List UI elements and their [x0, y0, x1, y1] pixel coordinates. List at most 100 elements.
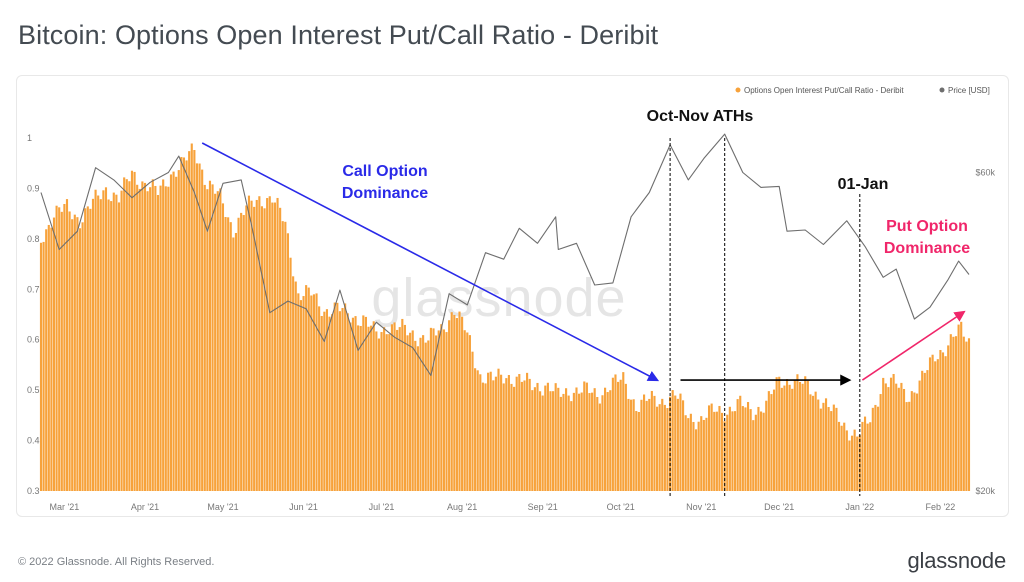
bar [601, 395, 604, 491]
bar [928, 357, 932, 491]
bar [632, 399, 635, 491]
bar [622, 372, 625, 491]
bar [921, 370, 924, 491]
bar [198, 163, 201, 491]
bar [494, 376, 497, 491]
bar [705, 417, 708, 491]
bar [728, 406, 731, 491]
bar [182, 157, 186, 491]
bar [502, 383, 505, 491]
bar [60, 211, 63, 491]
bar [242, 215, 245, 492]
bar [518, 374, 521, 491]
bar [965, 341, 968, 491]
bar [780, 387, 783, 491]
bar [167, 186, 170, 491]
bar [331, 314, 334, 491]
bar [388, 334, 391, 491]
bar [541, 395, 544, 491]
chart: glassnode 10.90.80.70.60.50.40.3 $60k$20… [27, 86, 995, 512]
bar [294, 281, 297, 491]
bar [640, 399, 643, 491]
x-tick-label: Apr '21 [131, 502, 159, 512]
bar [260, 206, 264, 491]
bar [292, 276, 295, 491]
x-tick-label: Jun '21 [289, 502, 318, 512]
bar [858, 435, 861, 491]
bar [156, 195, 160, 491]
y-right-tick-label: $20k [975, 486, 995, 496]
bar [336, 302, 339, 491]
bar [645, 400, 648, 491]
bar [284, 221, 287, 492]
bar [718, 405, 721, 491]
bar [253, 206, 256, 491]
x-tick-label: Nov '21 [686, 502, 716, 512]
bar [749, 409, 752, 491]
bar [934, 361, 937, 491]
bar [567, 395, 570, 491]
bar [180, 157, 183, 491]
bar [827, 407, 830, 491]
bar [596, 397, 599, 491]
bar [52, 217, 56, 492]
bar [258, 196, 261, 491]
bar [310, 295, 313, 491]
bar [201, 169, 204, 491]
bar [682, 400, 685, 491]
bar [523, 380, 526, 491]
bar [617, 381, 620, 491]
bar [136, 184, 139, 491]
bar [263, 208, 266, 491]
bar [117, 202, 121, 491]
bar [403, 324, 406, 491]
x-tick-label: Mar '21 [50, 502, 80, 512]
bar [876, 406, 880, 491]
bar [778, 376, 781, 491]
bar [435, 335, 438, 491]
bar [793, 379, 796, 491]
bar [856, 436, 859, 491]
bar [383, 327, 386, 491]
bar [125, 179, 128, 491]
bar [323, 311, 326, 491]
x-tick-label: Aug '21 [447, 502, 477, 512]
bar [409, 332, 412, 491]
bar [188, 151, 191, 491]
bar [939, 349, 942, 491]
bar [580, 392, 583, 491]
bar [598, 403, 601, 491]
bar [549, 391, 552, 491]
bar [448, 320, 451, 491]
bar [476, 370, 479, 491]
bar [944, 356, 947, 491]
bar [190, 143, 193, 491]
bar [744, 407, 747, 491]
bar [497, 368, 500, 491]
x-tick-label: Jul '21 [369, 502, 395, 512]
put-label-line: Dominance [884, 240, 970, 257]
bar [65, 199, 69, 491]
put-dominance-arrow [861, 310, 966, 381]
bar [115, 194, 118, 491]
bar [863, 416, 867, 491]
bar [128, 181, 131, 491]
bar [333, 302, 336, 491]
bar [692, 421, 695, 491]
bar [739, 395, 742, 491]
bar [507, 375, 510, 491]
bar [949, 334, 952, 491]
bar [401, 318, 404, 491]
bar [759, 411, 763, 491]
bar [552, 391, 555, 491]
bar [367, 326, 370, 491]
bar [396, 329, 399, 491]
bar [351, 317, 354, 491]
bar [811, 395, 815, 491]
bar [694, 429, 698, 491]
bar [424, 342, 427, 491]
bar [770, 394, 773, 491]
bar [164, 186, 167, 491]
bar [585, 382, 588, 491]
bar [208, 180, 212, 491]
